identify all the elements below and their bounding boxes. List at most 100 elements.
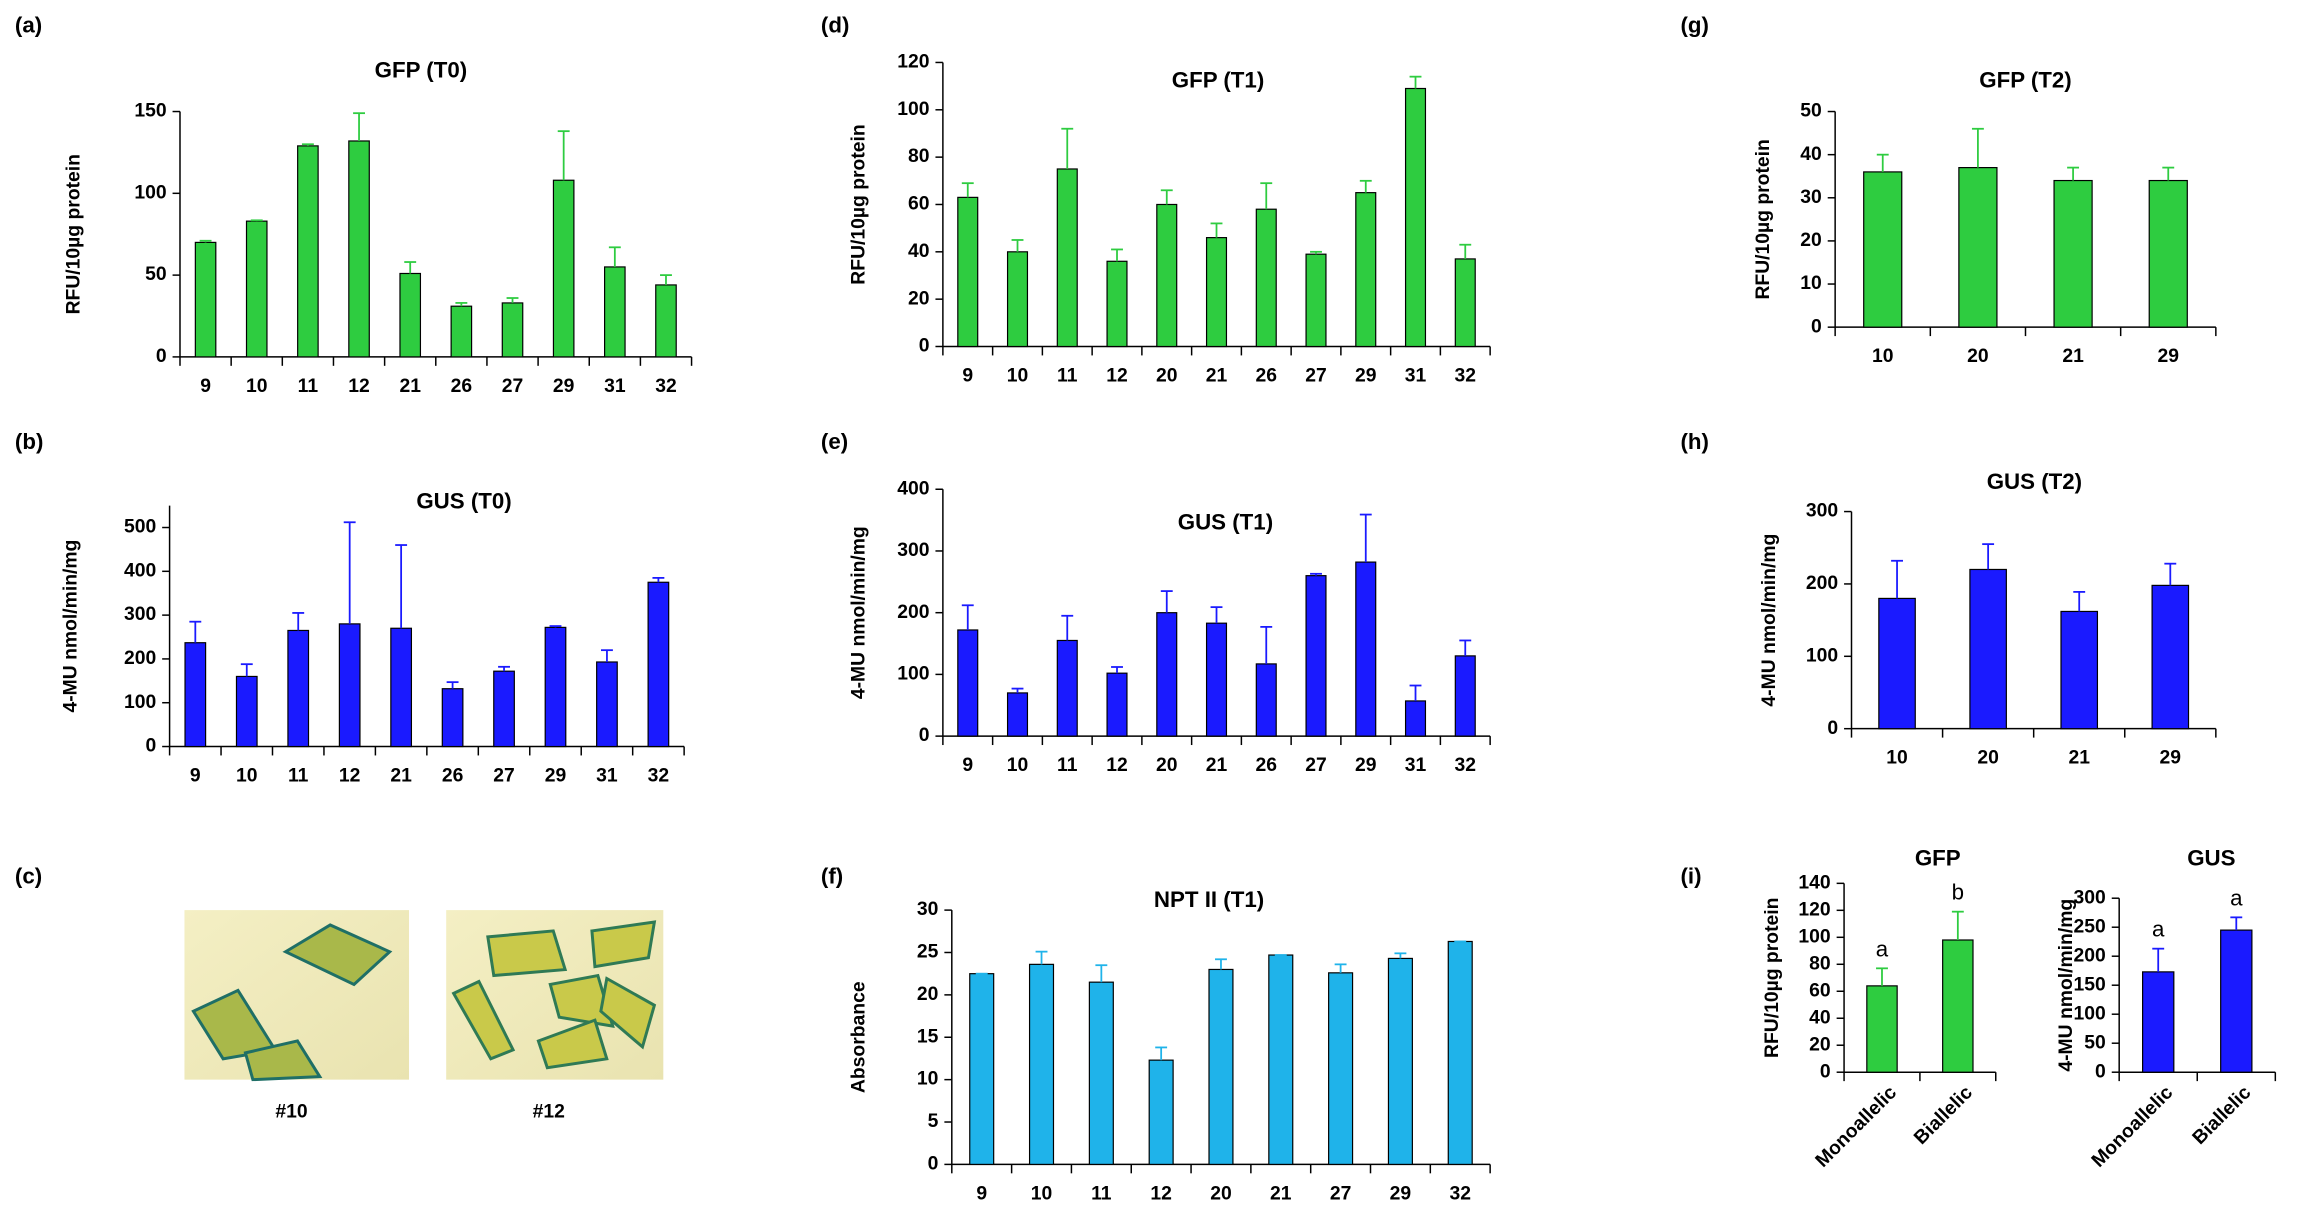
y-tick-label: 150 bbox=[134, 101, 166, 122]
bar bbox=[2061, 611, 2097, 728]
panel-label: (d) bbox=[821, 13, 849, 38]
error-bar bbox=[2067, 168, 2079, 181]
y-tick-label: 100 bbox=[1798, 926, 1830, 947]
x-tick-label: 29 bbox=[1390, 1183, 1412, 1204]
panel-label: (h) bbox=[1680, 429, 1708, 454]
error-bar bbox=[1211, 607, 1223, 623]
chart-title: GUS (T0) bbox=[416, 489, 511, 514]
y-tick-label: 100 bbox=[2074, 1003, 2106, 1024]
x-tick-label: 29 bbox=[1355, 365, 1377, 386]
bar bbox=[1306, 254, 1326, 346]
significance-letter: a bbox=[2152, 917, 2165, 942]
error-bar bbox=[404, 262, 416, 273]
error-bar bbox=[660, 275, 672, 285]
figure: (c) #10 #12 (a)GFP (T0)RFU/10µg protein0… bbox=[0, 0, 2320, 1205]
error-bar bbox=[962, 183, 974, 197]
y-tick-label: 0 bbox=[1811, 316, 1822, 337]
y-tick-label: 40 bbox=[908, 241, 930, 262]
photo-panel: (c) #10 #12 bbox=[15, 863, 663, 1122]
x-tick-label: 10 bbox=[1007, 755, 1029, 776]
x-tick-label: 32 bbox=[655, 376, 677, 397]
y-axis-label: Absorbance bbox=[849, 981, 870, 1093]
y-tick-label: 30 bbox=[1800, 187, 1822, 208]
y-tick-label: 200 bbox=[1806, 573, 1838, 594]
bar bbox=[502, 303, 522, 357]
error-bar bbox=[292, 613, 304, 631]
error-bar bbox=[601, 650, 613, 662]
bar bbox=[2054, 181, 2092, 328]
bar bbox=[1970, 569, 2006, 728]
x-tick-label: 10 bbox=[1886, 748, 1908, 769]
x-tick-label: 31 bbox=[1405, 755, 1427, 776]
bar bbox=[1329, 973, 1353, 1165]
x-tick-label: 12 bbox=[1106, 365, 1128, 386]
bar bbox=[1867, 986, 1897, 1072]
bar bbox=[1455, 656, 1475, 736]
bar bbox=[1030, 964, 1054, 1164]
chart-title: GFP (T2) bbox=[1979, 68, 2072, 93]
photo-caption: #12 bbox=[533, 1101, 565, 1122]
bar bbox=[1107, 261, 1127, 346]
bar bbox=[1356, 193, 1376, 347]
y-tick-label: 100 bbox=[1806, 645, 1838, 666]
x-tick-label: 9 bbox=[962, 365, 973, 386]
bar bbox=[1269, 955, 1293, 1164]
bar bbox=[1057, 169, 1077, 347]
y-axis-label: 4-MU nmol/min/mg bbox=[1759, 534, 1780, 707]
error-bar bbox=[1061, 129, 1073, 169]
error-bar bbox=[1891, 561, 1903, 599]
y-tick-label: 400 bbox=[897, 478, 929, 499]
bar bbox=[970, 974, 994, 1165]
error-bar bbox=[1877, 155, 1889, 172]
error-bar bbox=[1982, 544, 1994, 569]
error-bar bbox=[1215, 959, 1227, 969]
y-tick-label: 20 bbox=[908, 288, 930, 309]
y-axis-label: RFU/10µg protein bbox=[1753, 139, 1774, 299]
bar bbox=[1943, 940, 1973, 1072]
bar bbox=[1388, 958, 1412, 1164]
y-tick-label: 100 bbox=[897, 664, 929, 685]
bar bbox=[1057, 640, 1077, 736]
bar bbox=[1448, 941, 1472, 1164]
bar bbox=[1406, 88, 1426, 346]
x-tick-label: 21 bbox=[1206, 365, 1228, 386]
y-axis-label: 4-MU nmol/min/mg bbox=[849, 526, 870, 699]
bar bbox=[185, 643, 206, 747]
error-bar bbox=[1972, 129, 1984, 168]
panel-label: (g) bbox=[1680, 13, 1708, 38]
y-tick-label: 60 bbox=[908, 194, 930, 215]
chart-panel: (a)GFP (T0)RFU/10µg protein0501001509101… bbox=[15, 13, 692, 397]
bar bbox=[1157, 204, 1177, 346]
error-bar bbox=[1155, 1047, 1167, 1060]
chart-panel: (e)GUS (T1)4-MU nmol/min/mg0100200300400… bbox=[821, 429, 1490, 776]
error-bar bbox=[1095, 965, 1107, 982]
bar bbox=[1207, 238, 1227, 347]
x-tick-label: 10 bbox=[1007, 365, 1029, 386]
x-tick-label: 27 bbox=[493, 765, 515, 786]
chart-panel: (b)GUS (T0)4-MU nmol/min/mg0100200300400… bbox=[15, 429, 684, 786]
y-tick-label: 200 bbox=[2074, 945, 2106, 966]
panel-label: (c) bbox=[15, 863, 42, 888]
x-tick-label: 21 bbox=[2068, 748, 2090, 769]
bar bbox=[494, 671, 515, 746]
bar bbox=[1406, 701, 1426, 736]
x-tick-label: 32 bbox=[1455, 755, 1477, 776]
bar bbox=[1879, 598, 1915, 728]
bar bbox=[1256, 209, 1276, 346]
error-bar bbox=[1012, 689, 1024, 693]
x-tick-label: 27 bbox=[1330, 1183, 1352, 1204]
error-bar bbox=[1061, 616, 1073, 641]
bar bbox=[1089, 982, 1113, 1164]
error-bar bbox=[2162, 168, 2174, 181]
x-tick-label: 9 bbox=[190, 765, 201, 786]
error-bar bbox=[1459, 640, 1471, 655]
error-bar bbox=[1012, 240, 1024, 252]
error-bar bbox=[498, 667, 510, 671]
x-tick-label: 21 bbox=[1270, 1183, 1292, 1204]
bar bbox=[605, 267, 625, 357]
x-tick-label: 21 bbox=[2062, 346, 2084, 367]
bar bbox=[1008, 252, 1028, 347]
bar bbox=[195, 242, 215, 357]
bar bbox=[1455, 259, 1475, 347]
